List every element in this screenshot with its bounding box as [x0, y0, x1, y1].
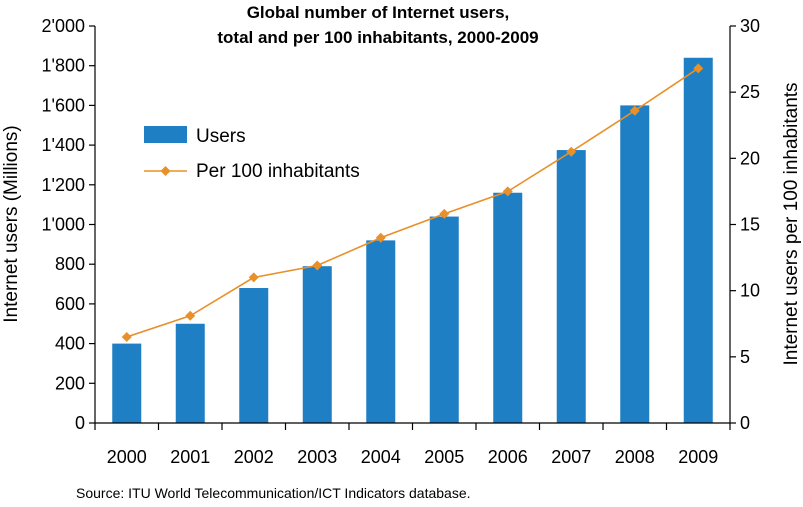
bar-users-2007 [556, 150, 586, 423]
point-per-100-2006 [502, 186, 513, 197]
left-tick-label: 1'400 [42, 135, 85, 155]
left-tick-label: 800 [55, 254, 85, 274]
right-tick-label: 5 [740, 347, 750, 367]
point-per-100-2002 [248, 272, 259, 283]
bar-users-2004 [366, 240, 396, 423]
left-tick-label: 1'800 [42, 56, 85, 76]
x-tick-label-2000: 2000 [107, 447, 147, 467]
right-tick-label: 15 [740, 215, 760, 235]
x-tick-label-2003: 2003 [297, 447, 337, 467]
chart-title: Global number of Internet users, total a… [217, 3, 538, 47]
chart-title-line-1: Global number of Internet users, [247, 3, 510, 22]
left-tick-label: 1'000 [42, 215, 85, 235]
bar-users-2009 [683, 57, 713, 423]
bar-users-2008 [620, 105, 650, 424]
bar-users-2006 [493, 192, 523, 423]
left-tick-label: 0 [75, 413, 85, 433]
x-tick-label-2005: 2005 [424, 447, 464, 467]
per-100-polyline [126, 67, 699, 338]
bar-users-2005 [429, 216, 459, 423]
legend-users-label: Users [196, 126, 246, 147]
users-bars [112, 57, 713, 424]
point-per-100-2009 [693, 63, 704, 74]
legend: Users Per 100 inhabitants [144, 126, 360, 182]
bar-users-2000 [112, 343, 142, 423]
x-tick-label-2001: 2001 [170, 447, 210, 467]
x-tick-label-2007: 2007 [551, 447, 591, 467]
x-tick-label-2002: 2002 [234, 447, 274, 467]
point-per-100-2005 [439, 208, 450, 219]
left-tick-label: 400 [55, 334, 85, 354]
bar-users-2002 [239, 288, 269, 423]
x-tick-label-2006: 2006 [488, 447, 528, 467]
point-per-100-2001 [185, 310, 196, 321]
left-tick-label: 2'000 [42, 16, 85, 36]
x-tick-label-2004: 2004 [361, 447, 401, 467]
x-tick-label-2008: 2008 [615, 447, 655, 467]
point-per-100-2003 [312, 260, 323, 271]
chart-title-line-2: total and per 100 inhabitants, 2000-2009 [217, 28, 538, 47]
bar-users-2001 [175, 323, 205, 423]
right-axis-ticks: 0 5 10 15 20 25 30 [730, 16, 760, 433]
point-per-100-2000 [121, 331, 132, 342]
legend-line-marker [160, 166, 171, 176]
legend-users-swatch [144, 126, 187, 143]
left-tick-label: 600 [55, 294, 85, 314]
right-tick-label: 25 [740, 82, 760, 102]
point-per-100-2008 [629, 105, 640, 116]
source-note: Source: ITU World Telecommunication/ICT … [76, 485, 471, 501]
bar-users-2003 [302, 266, 332, 423]
left-axis-ticks: 0 200 400 600 800 1'000 1'200 1'400 1'600 1'800 2'… [42, 16, 95, 433]
point-per-100-2004 [375, 232, 386, 243]
left-tick-label: 1'600 [42, 95, 85, 115]
per-100-line [121, 63, 704, 342]
left-tick-label: 1'200 [42, 175, 85, 195]
right-tick-label: 10 [740, 281, 760, 301]
right-axis-label: Internet users per 100 inhabitants [781, 82, 802, 365]
x-axis-ticks: 2000 2001 2002 2003 2004 2005 2006 2007 2008 2009 [94, 423, 731, 467]
left-tick-label: 200 [55, 373, 85, 393]
right-tick-label: 30 [740, 16, 760, 36]
legend-line-label: Per 100 inhabitants [196, 161, 360, 182]
left-axis-label: Internet users (Millions) [1, 125, 22, 322]
right-tick-label: 0 [740, 413, 750, 433]
point-per-100-2007 [566, 146, 577, 157]
x-tick-label-2009: 2009 [678, 447, 718, 467]
right-tick-label: 20 [740, 148, 760, 168]
